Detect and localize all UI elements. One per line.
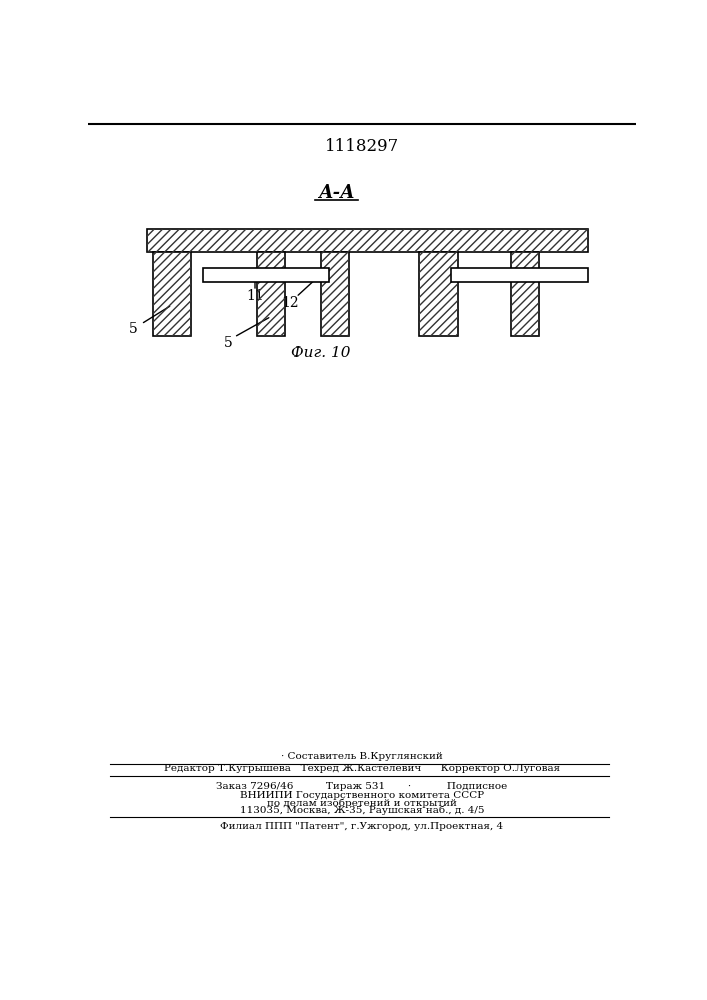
Text: Фиг. 10: Фиг. 10	[291, 346, 351, 360]
Bar	[257, 252, 285, 336]
Bar	[153, 252, 192, 336]
Bar	[321, 252, 349, 336]
Bar	[510, 252, 539, 336]
Text: 1118297: 1118297	[325, 138, 399, 155]
Text: 113035, Москва, Ж-35, Раушская наб., д. 4/5: 113035, Москва, Ж-35, Раушская наб., д. …	[240, 806, 484, 815]
Bar	[153, 252, 192, 336]
Bar	[321, 252, 349, 336]
Bar	[419, 252, 458, 336]
Bar	[146, 229, 588, 252]
Text: Филиал ППП "Патент", г.Ужгород, ул.Проектная, 4: Филиал ППП "Патент", г.Ужгород, ул.Проек…	[221, 822, 503, 831]
Bar	[203, 268, 329, 282]
Bar	[146, 229, 588, 252]
Text: Заказ 7296/46          Тираж 531       ·           Подписное: Заказ 7296/46 Тираж 531 · Подписное	[216, 782, 508, 791]
Text: 12: 12	[281, 296, 298, 310]
Bar	[257, 252, 285, 336]
Bar	[451, 268, 588, 282]
Text: ВНИИПИ Государственного комитета СССР: ВНИИПИ Государственного комитета СССР	[240, 791, 484, 800]
Text: по делам изобретений и открытий: по делам изобретений и открытий	[267, 798, 457, 808]
Text: 5: 5	[129, 322, 138, 336]
Text: 5: 5	[223, 336, 233, 350]
Text: А-А: А-А	[318, 184, 355, 202]
Bar	[510, 252, 539, 336]
Text: · Составитель В.Круглянский: · Составитель В.Круглянский	[281, 752, 443, 761]
Bar	[419, 252, 458, 336]
Text: Редактор Т.Кугрышева   Техред Ж.Кастелевич      Корректор О.Луговая: Редактор Т.Кугрышева Техред Ж.Кастелевич…	[164, 764, 560, 773]
Text: 11: 11	[246, 289, 264, 303]
